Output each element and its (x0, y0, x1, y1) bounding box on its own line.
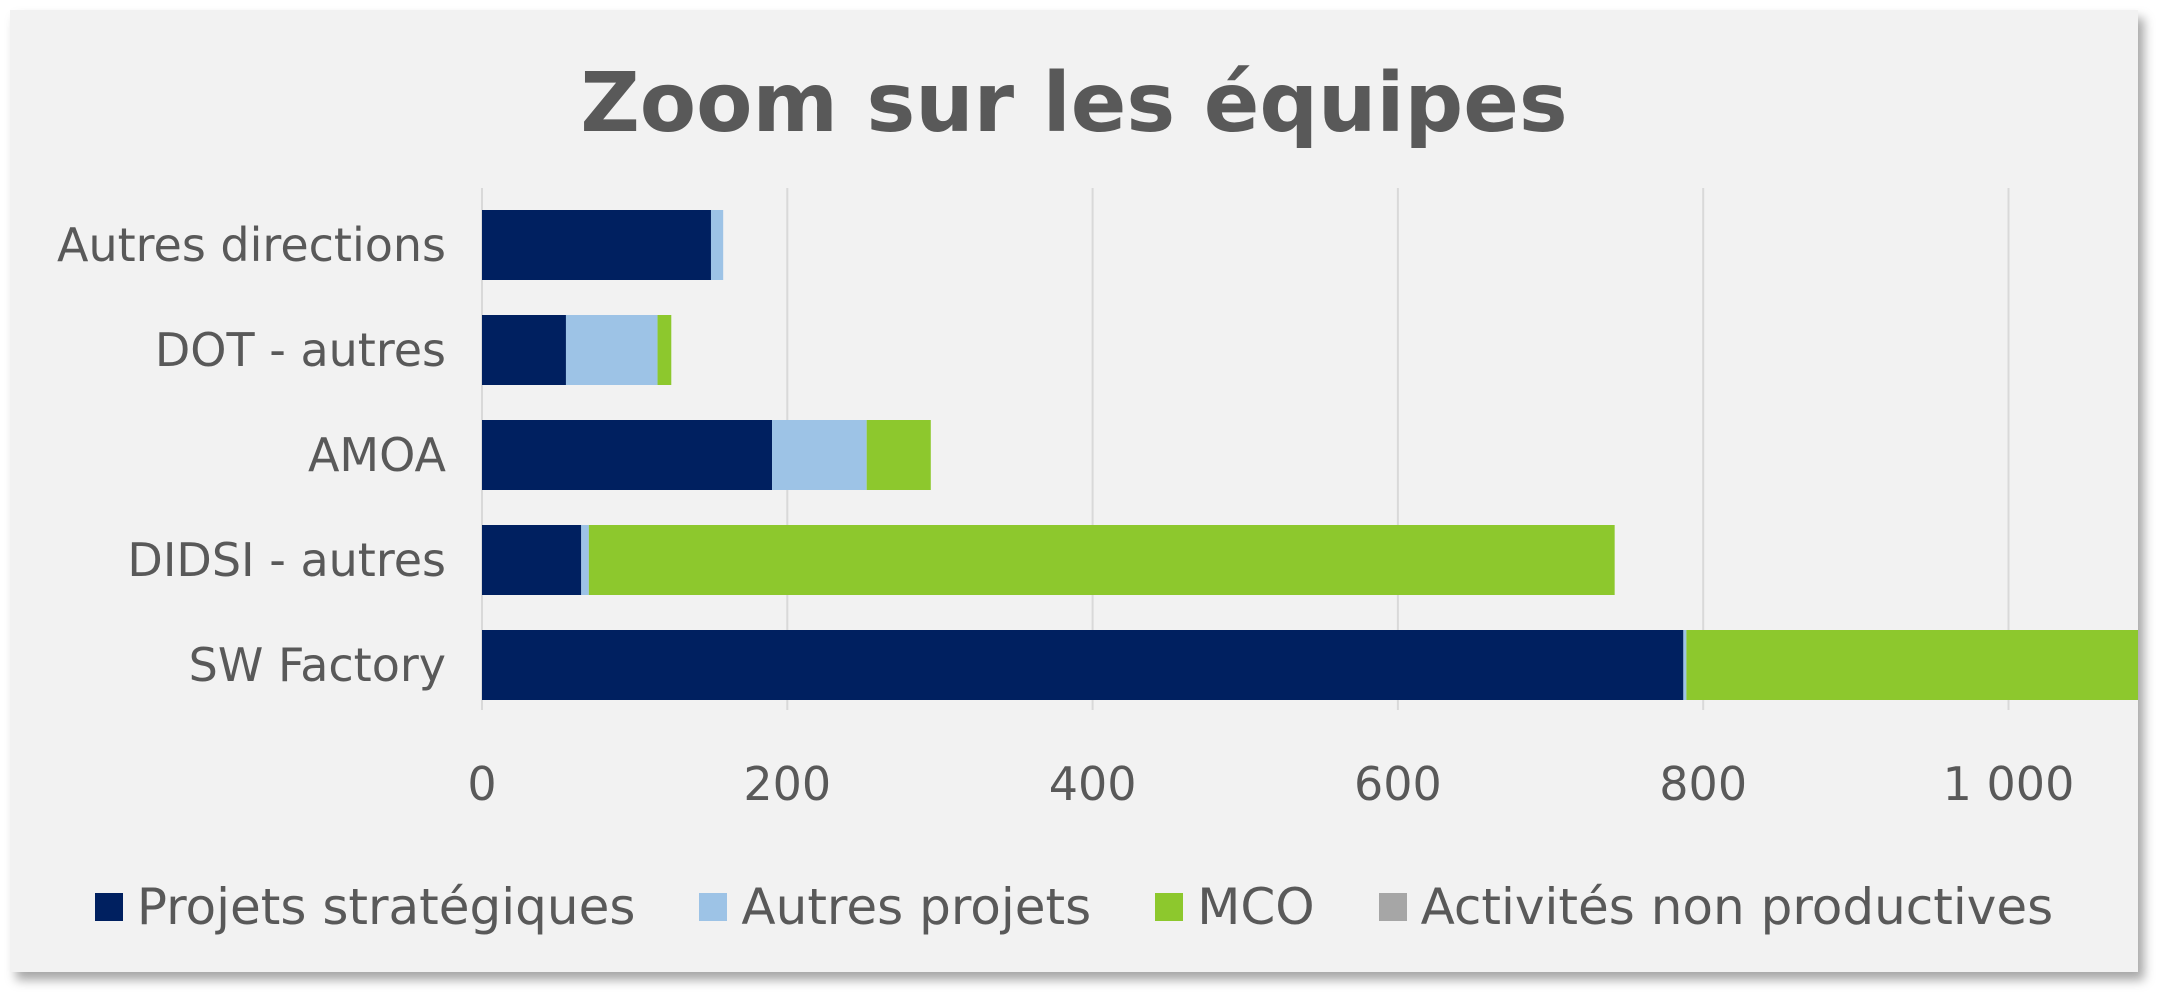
bar-segment (482, 525, 582, 595)
legend-label: MCO (1197, 878, 1315, 936)
chart-title: Zoom sur les équipes (580, 56, 1568, 151)
legend-swatch (1155, 893, 1184, 921)
x-tick-label: 1 000 (1943, 757, 2075, 811)
x-tick-label: 200 (743, 757, 831, 811)
bar-segment (482, 630, 1684, 700)
y-category-label: Autres directions (57, 218, 446, 272)
legend-label: Autres projets (741, 878, 1092, 936)
bar-segment (1686, 630, 2138, 700)
y-category-label: SW Factory (189, 638, 446, 692)
legend-label: Projets stratégiques (136, 878, 636, 936)
chart-legend: Projets stratégiques Autres projets MCO Act… (10, 878, 2138, 936)
legend-swatch (699, 893, 728, 921)
bar-segment (482, 420, 773, 490)
bar-segment (482, 210, 711, 280)
legend-item: Projets stratégiques (94, 878, 636, 936)
x-tick-label: 600 (1354, 757, 1442, 811)
legend-item: MCO (1155, 878, 1315, 936)
legend-item: Autres projets (699, 878, 1091, 936)
bar-segment (657, 315, 672, 385)
bar-segment (772, 420, 867, 490)
legend-swatch (1378, 893, 1407, 921)
bar-segment (565, 315, 658, 385)
bar-segment (710, 210, 724, 280)
y-category-label: AMOA (308, 428, 447, 482)
bar-segment (866, 420, 931, 490)
y-category-label: DIDSI - autres (127, 533, 446, 587)
legend-swatch (94, 893, 123, 921)
bar-segment (581, 525, 589, 595)
bar-segment (1683, 630, 1687, 700)
x-tick-label: 400 (1049, 757, 1137, 811)
x-tick-label: 800 (1659, 757, 1747, 811)
legend-label: Activités non productives (1420, 878, 2054, 936)
bar-segment (482, 315, 566, 385)
y-category-label: DOT - autres (155, 323, 446, 377)
x-tick-label: 0 (467, 757, 496, 811)
legend-item: Activités non productives (1378, 878, 2054, 936)
bar-segment (588, 525, 1615, 595)
